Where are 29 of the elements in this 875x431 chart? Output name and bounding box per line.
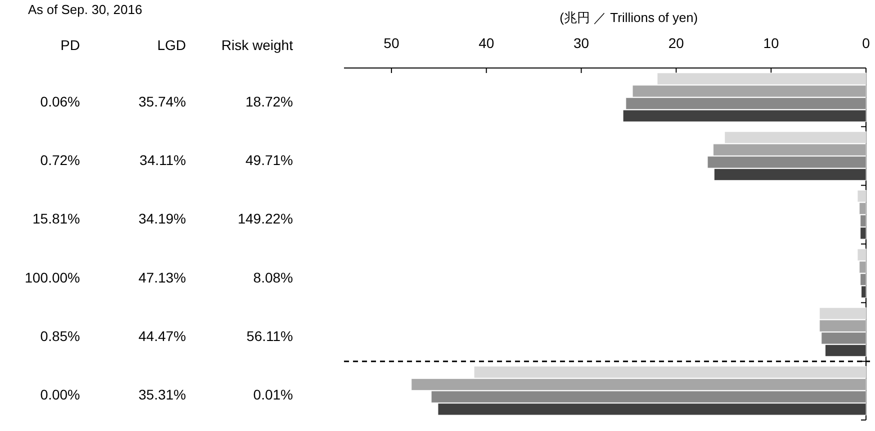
text: 8.08%: [253, 269, 293, 286]
x-tick-label: 50: [384, 35, 400, 51]
text: 100.00%: [24, 269, 80, 286]
text: 149.22%: [238, 210, 293, 227]
text: PD: [60, 37, 80, 53]
text: 0.01%: [253, 386, 293, 403]
text: 34.11%: [140, 152, 186, 168]
text: 35.31%: [138, 386, 186, 403]
text: 15.81%: [32, 210, 80, 227]
text: Risk weight: [221, 37, 294, 53]
text: 18.72%: [246, 93, 293, 110]
text: 0.06%: [40, 93, 80, 110]
text: LGD: [157, 37, 186, 53]
text: 47.13%: [138, 269, 186, 286]
text: 35.74%: [138, 93, 186, 110]
text: 44.47%: [138, 328, 186, 344]
x-tick-label: 40: [478, 35, 494, 51]
x-tick-label: 10: [763, 35, 780, 51]
text: 0.00%: [40, 386, 80, 403]
text: 0.72%: [40, 152, 80, 168]
x-tick-label: 20: [668, 35, 684, 51]
text: 34.19%: [138, 210, 186, 227]
x-tick-label: 0: [862, 35, 870, 51]
text: 0.85%: [40, 328, 80, 344]
text: As of Sep. 30, 2016: [28, 2, 142, 17]
text: 49.71%: [246, 152, 293, 168]
text: 56.11%: [246, 328, 293, 344]
x-tick-label: 30: [573, 35, 590, 51]
x-axis-title: (兆円 ／ Trillions of yen): [560, 10, 698, 25]
